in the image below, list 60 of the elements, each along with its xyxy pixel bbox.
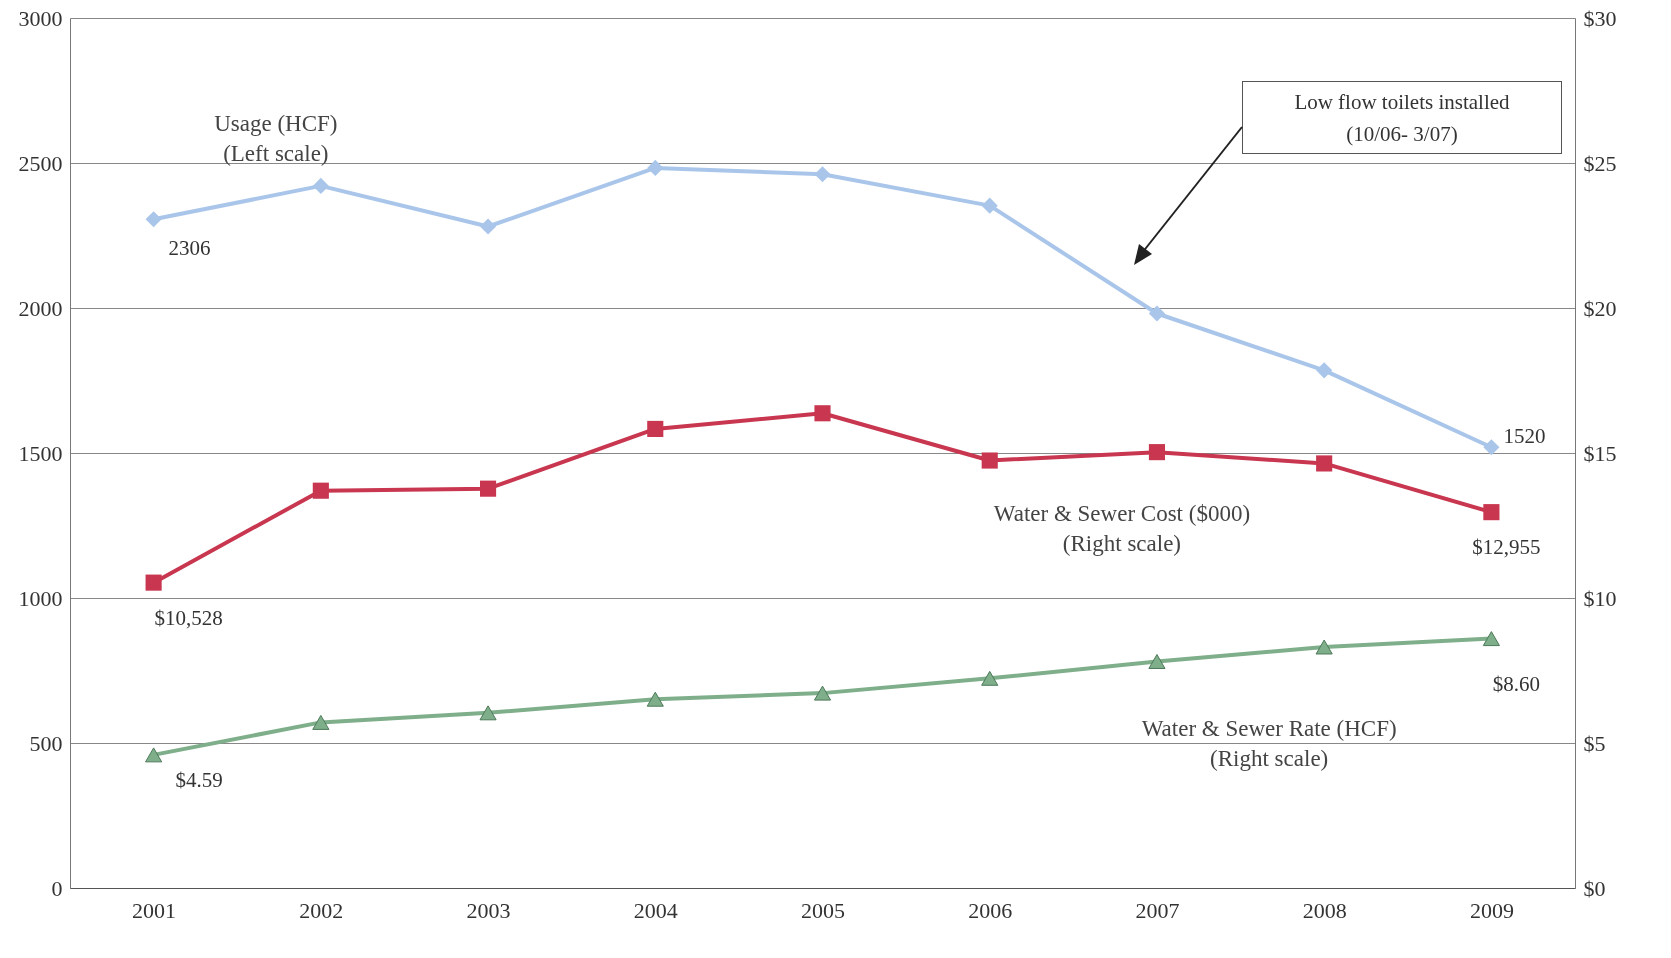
point — [646, 691, 664, 707]
point — [1316, 455, 1333, 472]
point — [1483, 504, 1500, 521]
point — [479, 480, 497, 497]
annotation: $12,955 — [1472, 535, 1541, 560]
point — [981, 452, 998, 469]
point — [479, 705, 497, 721]
y2-tick-label: $5 — [1583, 730, 1606, 756]
y2-tick-label: $0 — [1583, 875, 1606, 901]
point — [814, 166, 831, 183]
point — [647, 159, 664, 176]
point — [813, 685, 832, 701]
data-label: $4.59 — [175, 767, 223, 792]
y2-tick-label: $15 — [1583, 440, 1617, 466]
x-tick-label: 2005 — [801, 897, 845, 923]
point — [145, 747, 163, 763]
annotation: $10,528 — [154, 605, 223, 630]
point — [312, 482, 329, 499]
x-tick-label: 2003 — [466, 897, 511, 923]
y2-tick-label: $20 — [1583, 295, 1617, 321]
data-label: 1520 — [1503, 424, 1546, 449]
y-tick-label: 500 — [29, 730, 63, 756]
y2-tick-label: $30 — [1583, 5, 1617, 31]
data-label: $8.60 — [1492, 671, 1541, 696]
point — [479, 218, 497, 235]
point — [145, 574, 162, 591]
point — [1482, 631, 1500, 647]
y-tick-label: 0 — [51, 875, 63, 901]
y-tick-label: 3000 — [18, 5, 63, 31]
point — [1148, 654, 1166, 669]
point — [1316, 362, 1333, 379]
point — [1483, 439, 1500, 456]
x-tick-label: 2006 — [968, 897, 1013, 923]
point — [647, 420, 664, 437]
x-tick-label: 2004 — [633, 897, 678, 923]
series-label: Water & Sewer Cost ($000) (Right scale) — [993, 501, 1251, 557]
x-tick-label: 2002 — [299, 897, 344, 923]
point — [981, 670, 999, 686]
y-tick-label: 1000 — [18, 585, 63, 611]
y-tick-label: 2500 — [18, 150, 63, 176]
point — [981, 197, 998, 214]
y-tick-label: 1500 — [18, 440, 63, 466]
point — [814, 405, 831, 422]
point — [1148, 444, 1166, 461]
y2-tick-label: $10 — [1583, 585, 1617, 611]
annotation: Low flow toilets installed (10/06- 3/07) — [1293, 89, 1511, 148]
x-tick-label: 2007 — [1135, 897, 1180, 923]
point — [312, 177, 329, 194]
point — [1148, 305, 1166, 322]
text: Water & Sewer Rate (HCF) (Right scale) — [1141, 716, 1397, 772]
y2-tick-label: $25 — [1583, 150, 1617, 176]
point — [312, 714, 330, 730]
x-tick-label: 2008 — [1302, 897, 1347, 923]
point — [145, 211, 162, 228]
x-tick-label: 2009 — [1469, 897, 1514, 923]
x-tick-label: 2001 — [132, 897, 177, 923]
point — [1315, 639, 1333, 655]
data-label: 2306 — [168, 236, 211, 261]
y-tick-label: 2000 — [18, 295, 63, 321]
series-label: Usage (HCF) (Left scale) — [214, 110, 338, 166]
